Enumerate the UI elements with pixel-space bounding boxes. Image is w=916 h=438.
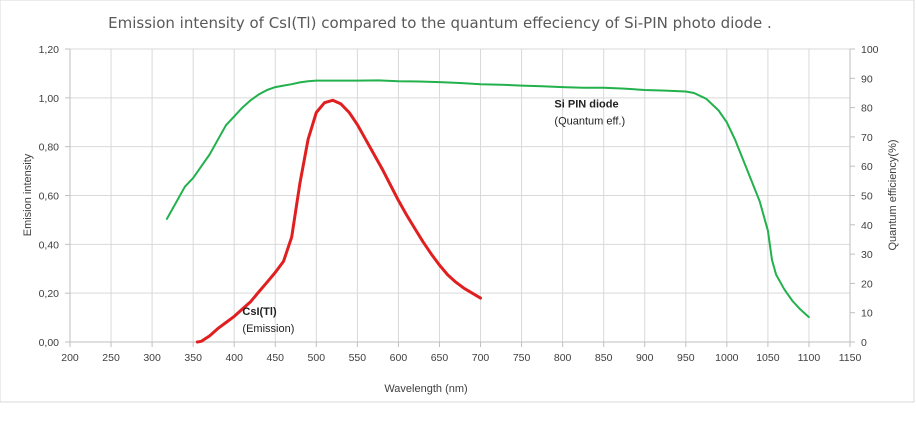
annotation-subtitle: (Quantum eff.) xyxy=(554,116,625,128)
annotation-title: CsI(Tl) xyxy=(242,306,277,318)
y-right-tick-label: 90 xyxy=(861,73,873,85)
x-axis-title: Wavelength (nm) xyxy=(384,383,467,395)
series-line-csi-tl xyxy=(195,98,482,344)
y-right-tick-label: 20 xyxy=(861,278,873,290)
y-right-tick-label: 30 xyxy=(861,249,873,261)
x-tick-label: 1150 xyxy=(839,352,862,364)
x-tick-label: 800 xyxy=(554,352,572,364)
x-tick-label: 300 xyxy=(143,352,161,364)
y-left-tick-label: 0,60 xyxy=(39,191,60,203)
y-right-tick-label: 60 xyxy=(861,161,873,173)
x-tick-label: 1050 xyxy=(756,352,780,364)
x-tick-label: 950 xyxy=(677,352,695,364)
x-tick-label: 1100 xyxy=(798,352,821,364)
y-left-tick-label: 0,40 xyxy=(39,239,60,251)
x-tick-label: 350 xyxy=(184,352,202,364)
y-left-tick-label: 1,20 xyxy=(39,44,60,56)
y-left-tick-label: 0,20 xyxy=(39,288,60,300)
y-right-tick-label: 80 xyxy=(861,103,873,115)
y-right-tick-label: 10 xyxy=(861,308,873,320)
x-tick-label: 650 xyxy=(431,352,449,364)
chart-title: Emission intensity of CsI(Tl) compared t… xyxy=(108,14,772,32)
x-tick-label: 600 xyxy=(390,352,408,364)
grid-lines xyxy=(70,48,851,342)
x-tick-label: 1000 xyxy=(715,352,739,364)
y-right-tick-label: 0 xyxy=(861,337,867,349)
annotation-layer: CsI(Tl) (Emission) Si PIN diode (Quantum ef… xyxy=(242,99,625,336)
series-line-si-pin-diode xyxy=(165,79,810,319)
annotation-subtitle: (Emission) xyxy=(242,323,294,335)
y-left-tick-label: 1,00 xyxy=(39,93,60,105)
series-layer xyxy=(165,79,810,344)
y-left-axis-title: Emision intensity xyxy=(22,153,34,236)
x-tick-label: 550 xyxy=(349,352,367,364)
y-right-tick-label: 40 xyxy=(861,220,873,232)
x-tick-label: 400 xyxy=(225,352,243,364)
x-tick-label: 850 xyxy=(595,352,613,364)
x-tick-label: 900 xyxy=(636,352,654,364)
y-left-tick-label: 0,80 xyxy=(39,142,60,154)
y-right-tick-label: 100 xyxy=(861,44,879,56)
x-tick-label: 250 xyxy=(102,352,120,364)
x-tick-label: 750 xyxy=(513,352,531,364)
x-tick-label: 700 xyxy=(472,352,490,364)
y-right-axis-title: Quantum efficiency(%) xyxy=(887,139,899,250)
x-tick-label: 450 xyxy=(266,352,284,364)
annotation-title: Si PIN diode xyxy=(554,99,618,111)
x-tick-label: 500 xyxy=(308,352,326,364)
y-left-tick-label: 0,00 xyxy=(39,337,60,349)
y-right-tick-label: 50 xyxy=(861,191,873,203)
y-right-tick-label: 70 xyxy=(861,132,873,144)
x-tick-label: 200 xyxy=(61,352,79,364)
